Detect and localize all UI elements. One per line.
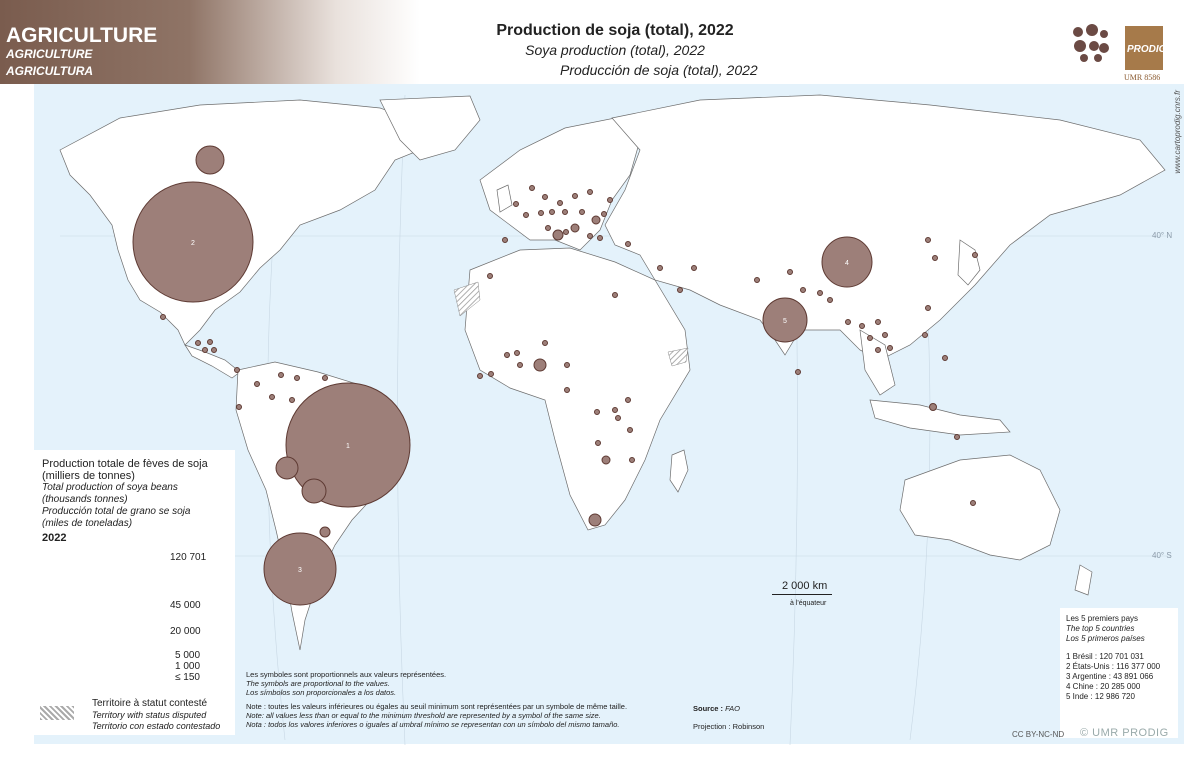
- graticule-labels: 40° N 40° S: [1152, 231, 1172, 560]
- symbol-italy: [552, 229, 564, 241]
- disputed-label-es: Territorio con estado contestado: [92, 721, 221, 731]
- rank-label-1: 1: [346, 443, 350, 450]
- lat-40s-label: 40° S: [1152, 551, 1172, 560]
- symbol-paraguay: [301, 478, 327, 504]
- japan: [957, 239, 981, 286]
- notes-block: Les symboles sont proportionnels aux val…: [246, 670, 666, 729]
- header-band: [0, 0, 420, 84]
- legend-title-fr-unit: (milliers de tonnes): [42, 470, 135, 482]
- top5-row-4: 4 Chine : 20 285 000: [1066, 682, 1141, 691]
- map-title-fr: Production de soja (total), 2022: [496, 22, 734, 39]
- copyright-label: © UMR PRODIG: [1080, 727, 1169, 739]
- disputed-swatch: [40, 706, 74, 720]
- top5-row-2: 2 États-Unis : 116 377 000: [1066, 662, 1161, 671]
- top5-row-3: 3 Argentine : 43 891 066: [1066, 672, 1154, 681]
- symbol-uruguay: [319, 526, 331, 538]
- symbol-bolivia: [275, 456, 299, 480]
- proportional-symbols: [132, 145, 978, 606]
- symbol-ukraine: [591, 215, 601, 225]
- top5-row-1: 1 Brésil : 120 701 031: [1066, 652, 1144, 661]
- map-title-en: Soya production (total), 2022: [525, 42, 705, 58]
- legend-year: 2022: [42, 532, 67, 544]
- top5-title-en: The top 5 countries: [1066, 624, 1135, 633]
- scale-note: à l'équateur: [790, 600, 827, 607]
- credit-url[interactable]: www.cartoprodig.cnrs.fr: [1173, 90, 1182, 174]
- greenland: [379, 95, 481, 161]
- prodig-logo-text: PRODIG: [1127, 44, 1167, 55]
- symbol-india: [762, 297, 808, 343]
- legend-title-en: Total production of soya beans: [42, 482, 178, 493]
- map-title-es: Producción de soja (total), 2022: [560, 62, 758, 78]
- projection-label: Projection : Robinson: [693, 722, 765, 731]
- legend-value-5: 1 000: [175, 661, 201, 672]
- scale-label: 2 000 km: [782, 580, 828, 592]
- theme-title-es: AGRICULTURA: [6, 64, 94, 78]
- disputed-label-en: Territory with status disputed: [92, 710, 207, 720]
- rank-label-5: 5: [783, 318, 787, 325]
- prodig-dots-logo: [1073, 24, 1109, 62]
- legend-value-1: 120 701: [170, 552, 207, 563]
- legend-title-es-unit: (miles de toneladas): [42, 518, 133, 529]
- rank-label-2: 2: [191, 240, 195, 247]
- license-label: CC BY-NC-ND: [1012, 730, 1065, 739]
- theme-title-en: AGRICULTURE: [6, 47, 93, 61]
- symbol-china: [821, 236, 873, 288]
- source-line: Source : FAO: [693, 704, 740, 713]
- scale-bar: [772, 594, 832, 595]
- umr-label: UMR 8586: [1124, 73, 1161, 82]
- disputed-territory-somaliland: [667, 347, 689, 367]
- british-isles: [496, 184, 513, 213]
- legend-value-6: ≤ 150: [175, 672, 200, 683]
- theme-title-fr: AGRICULTURE: [6, 24, 158, 47]
- indochina: [859, 329, 896, 396]
- legend-value-2: 45 000: [170, 600, 201, 611]
- australia: [899, 454, 1061, 561]
- symbol-serbia: [570, 223, 580, 233]
- note-threshold-fr: Note : toutes les valeurs inférieures ou…: [246, 702, 628, 711]
- top5-row-5: 5 Inde : 12 986 720: [1066, 692, 1135, 701]
- symbol-nigeria: [533, 358, 547, 372]
- asia: [604, 94, 1166, 361]
- legend-title-en-unit: (thousands tonnes): [42, 494, 128, 505]
- symbol-south-africa: [588, 513, 602, 527]
- legend-value-3: 20 000: [170, 626, 201, 637]
- note-proportional-fr: Les symboles sont proportionnels aux val…: [246, 670, 447, 679]
- legend-value-4: 5 000: [175, 650, 201, 661]
- disputed-territory-western-sahara: [453, 281, 481, 317]
- symbol-argentina: [263, 532, 337, 606]
- disputed-label-fr: Territoire à statut contesté: [92, 698, 208, 709]
- symbol-brazil: [285, 382, 411, 508]
- new-zealand: [1074, 564, 1093, 596]
- rank-labels: 1 2 3 4 5: [191, 240, 849, 574]
- symbol-canada: [195, 145, 225, 175]
- top5-title-es: Los 5 primeros países: [1066, 634, 1145, 643]
- rank-label-3: 3: [298, 567, 302, 574]
- legend-panel: Production totale de fèves de soja (mill…: [30, 450, 235, 735]
- note-proportional-en: The symbols are proportional to the valu…: [246, 679, 390, 688]
- note-threshold-en: Note: all values less than or equal to t…: [246, 711, 601, 720]
- rank-label-4: 4: [845, 260, 849, 267]
- source-label: Source :: [693, 704, 724, 713]
- legend-title-es: Producción total de grano se soja: [42, 506, 191, 517]
- source-value: FAO: [725, 704, 740, 713]
- top5-panel: Les 5 premiers pays The top 5 countries …: [1060, 608, 1178, 738]
- symbol-usa: [132, 181, 254, 303]
- central-america: [184, 344, 241, 379]
- legend-title-fr: Production totale de fèves de soja: [42, 458, 208, 470]
- top5-title-fr: Les 5 premiers pays: [1066, 614, 1139, 623]
- prodig-logo-box: [1125, 26, 1163, 70]
- note-proportional-es: Los símbolos son proporcionales a los da…: [246, 688, 397, 697]
- madagascar: [669, 449, 689, 493]
- lat-40n-label: 40° N: [1152, 231, 1172, 240]
- note-threshold-es: Nota : todos los valores inferiores o ig…: [246, 720, 620, 729]
